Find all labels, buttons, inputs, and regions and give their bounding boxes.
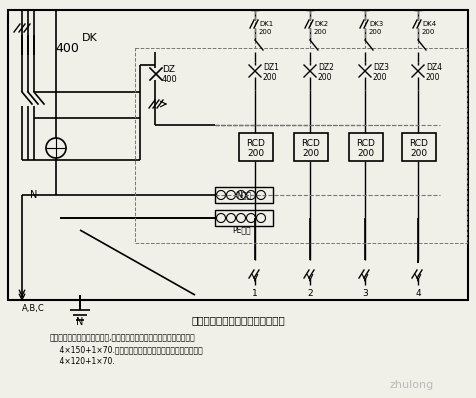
Text: 200: 200 [372,72,387,82]
Text: DK3: DK3 [368,21,382,27]
Text: 注：上图为总配电箱前接线图,由电源接入总配电箱的电缆为橡套软电缆: 注：上图为总配电箱前接线图,由电源接入总配电箱的电缆为橡套软电缆 [50,334,195,343]
Text: 200: 200 [357,148,374,158]
Text: 200: 200 [313,29,327,35]
Text: DK: DK [82,33,98,43]
Bar [135,48,466,243]
Text: 200: 200 [262,72,277,82]
Text: RCD: RCD [356,139,375,148]
Text: 200: 200 [317,72,332,82]
Text: 400: 400 [162,76,178,84]
Text: 2: 2 [307,289,312,297]
Bar [8,10,467,300]
Text: RCD: RCD [246,139,265,148]
Bar [293,133,327,161]
Text: DZ4: DZ4 [425,64,441,72]
Text: 200: 200 [409,148,426,158]
Text: 4×120+1×70.: 4×120+1×70. [50,357,115,367]
Text: 3: 3 [361,289,367,297]
Text: N: N [76,317,83,327]
Bar [238,133,272,161]
Text: 1: 1 [252,289,258,297]
Text: 200: 200 [368,29,382,35]
Text: 200: 200 [247,148,264,158]
Text: RCD: RCD [409,139,427,148]
Text: N: N [30,190,37,200]
Text: 200: 200 [421,29,435,35]
Text: DZ3: DZ3 [372,64,388,72]
Text: 200: 200 [302,148,319,158]
Text: 400: 400 [55,41,79,55]
Text: 200: 200 [258,29,272,35]
Text: 4×150+1×70.总配电箱连接各分配箱的电缆为橡套软电缆: 4×150+1×70.总配电箱连接各分配箱的电缆为橡套软电缆 [50,345,202,355]
Text: N排板: N排板 [236,191,251,199]
Text: RCD: RCD [301,139,320,148]
Text: DZ2: DZ2 [317,64,333,72]
Text: 总配电箱及分路漏电保护器系统图: 总配电箱及分路漏电保护器系统图 [191,315,284,325]
Text: 4: 4 [414,289,420,297]
Text: DK2: DK2 [313,21,327,27]
Bar [215,187,272,203]
Text: DK1: DK1 [258,21,273,27]
Text: 200: 200 [425,72,439,82]
Bar [215,210,272,226]
Text: DZ1: DZ1 [262,64,278,72]
Text: DK4: DK4 [421,21,435,27]
Text: A,B,C: A,B,C [22,304,45,312]
Bar [401,133,435,161]
Text: PE排板: PE排板 [231,226,250,234]
Text: DZ: DZ [162,66,175,74]
Text: zhulong: zhulong [389,380,433,390]
Bar [348,133,382,161]
